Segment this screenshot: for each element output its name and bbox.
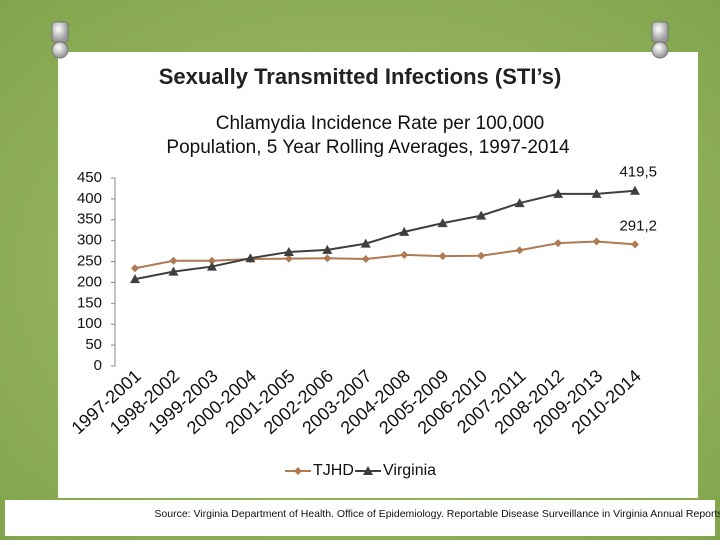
y-tick-label: 400 (77, 190, 102, 207)
slide-title: Sexually Transmitted Infections (STI’s) (159, 64, 562, 89)
data-label: 291,2 (619, 217, 657, 234)
data-point (283, 246, 294, 256)
legend-label: Virginia (383, 462, 436, 479)
pushpin (651, 21, 669, 59)
data-point (554, 239, 563, 248)
series-line (134, 240, 636, 270)
series-line (134, 189, 636, 281)
data-label: 419,5 (619, 164, 657, 181)
data-point (400, 250, 409, 259)
data-point (207, 256, 216, 265)
data-point (322, 244, 333, 254)
data-point (477, 251, 486, 260)
chart-title: Chlamydia Incidence Rate per 100,000 (216, 113, 544, 134)
legend-marker (294, 467, 302, 475)
y-tick-label: 0 (94, 357, 102, 374)
y-tick-label: 450 (77, 169, 102, 186)
source-box (5, 500, 715, 536)
data-point (437, 218, 448, 228)
data-point (399, 226, 410, 236)
data-point (206, 261, 217, 271)
data-point (591, 188, 602, 198)
y-tick-label: 350 (77, 211, 102, 228)
legend-marker (363, 466, 373, 475)
data-point (515, 246, 524, 255)
data-point (476, 210, 487, 220)
source-note: Source: Virginia Department of Health. O… (154, 508, 720, 520)
data-point (245, 253, 256, 263)
y-tick-label: 150 (77, 294, 102, 311)
chart-title: Population, 5 Year Rolling Averages, 199… (166, 137, 570, 158)
data-point (130, 274, 140, 284)
data-point (323, 254, 332, 263)
data-point (592, 237, 601, 246)
data-point (438, 252, 447, 261)
data-point (361, 255, 370, 264)
legend-label: TJHD (313, 462, 354, 479)
y-tick-label: 300 (77, 232, 102, 249)
data-point (131, 264, 139, 273)
data-point (514, 198, 525, 208)
data-point (631, 240, 639, 249)
data-point (168, 266, 179, 276)
y-tick-label: 50 (85, 336, 102, 353)
pushpin (51, 21, 69, 59)
data-point (284, 254, 293, 263)
data-point (630, 185, 640, 195)
y-tick-label: 100 (77, 315, 102, 332)
data-point (169, 256, 178, 265)
y-tick-label: 250 (77, 253, 102, 270)
data-point (360, 238, 371, 248)
y-tick-label: 200 (77, 273, 102, 290)
data-point (553, 188, 564, 198)
slide-card (58, 52, 698, 498)
